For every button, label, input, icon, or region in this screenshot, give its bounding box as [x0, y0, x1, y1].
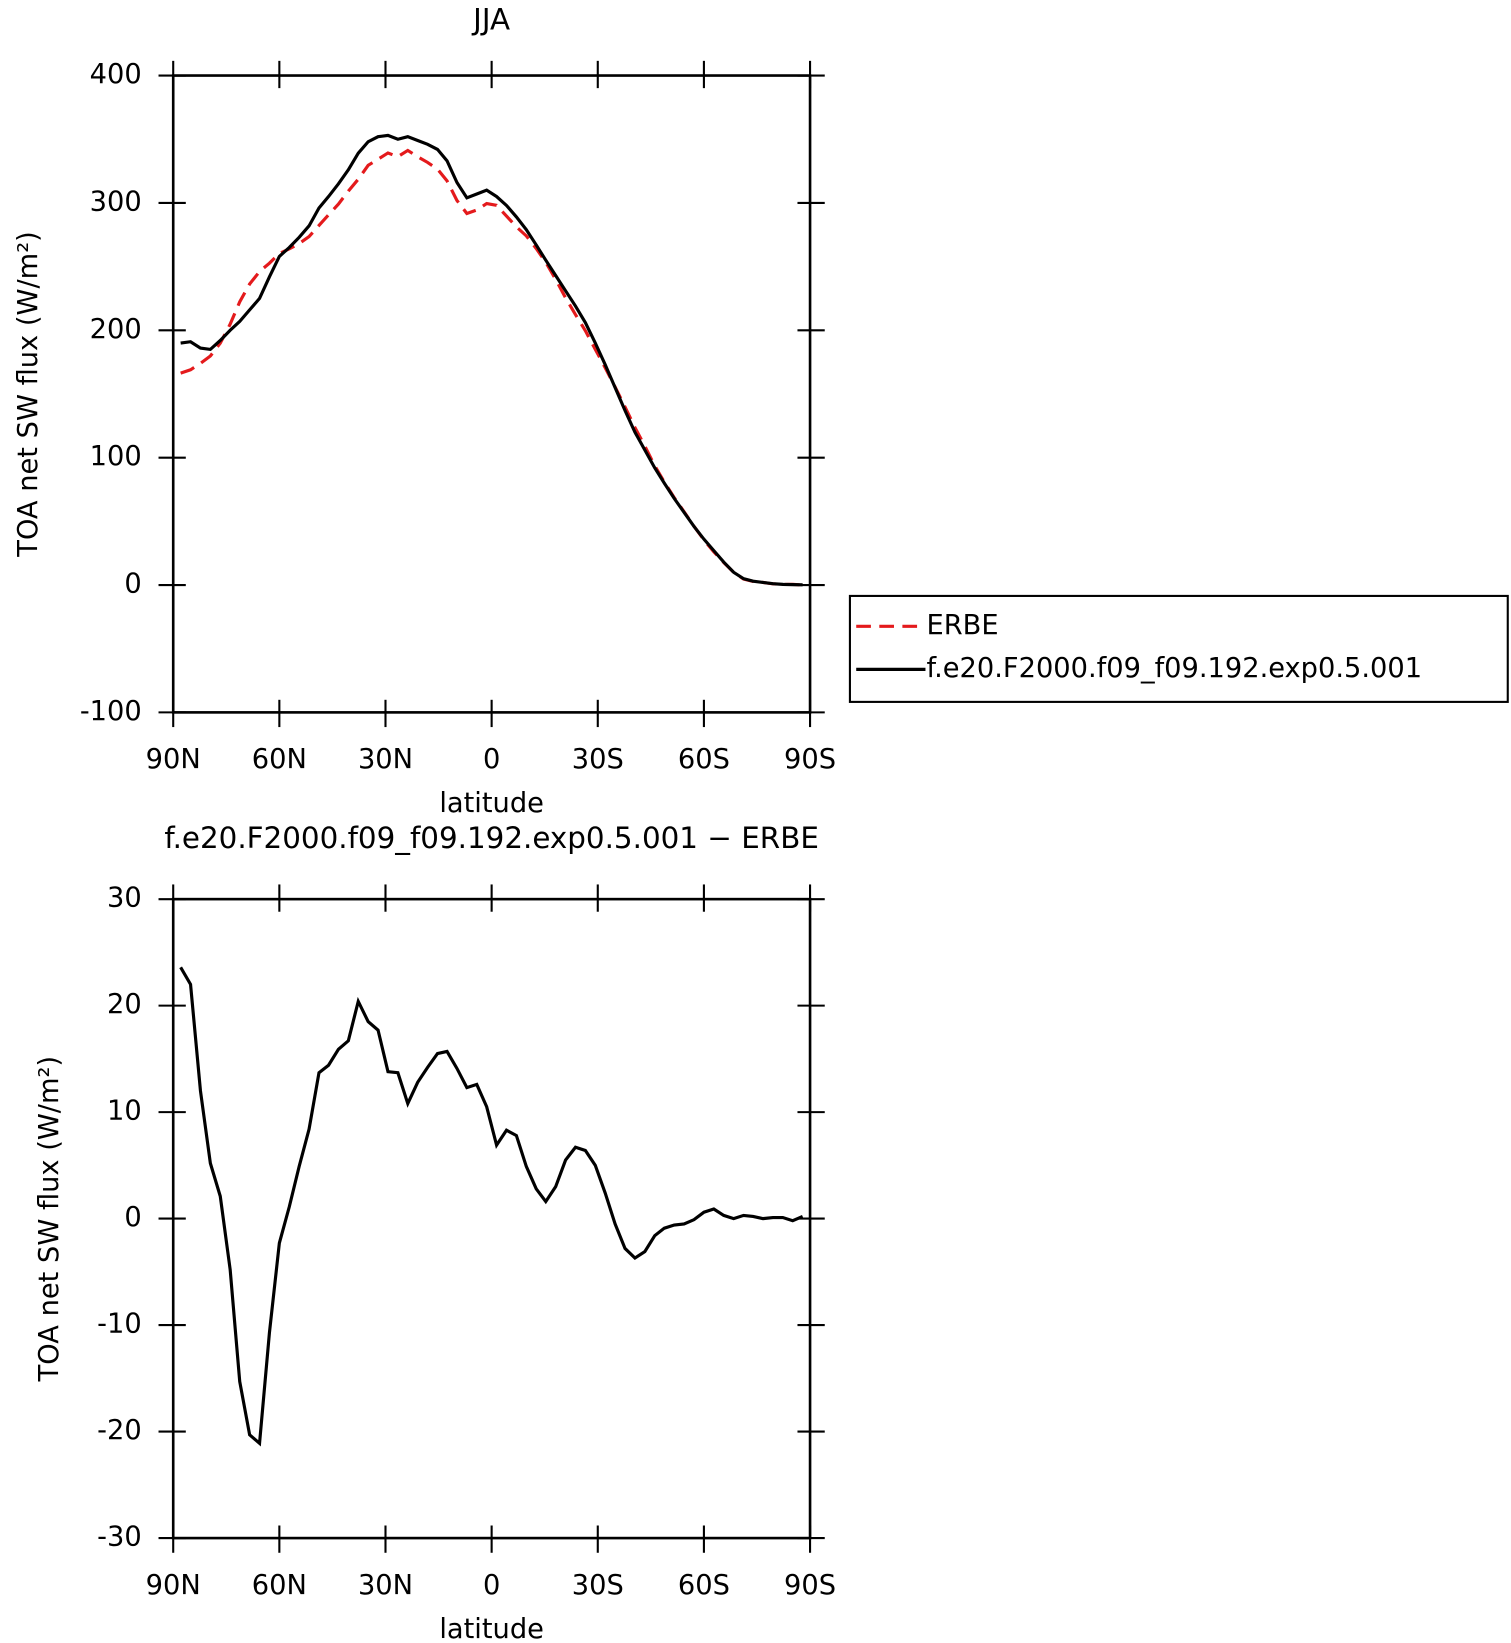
- y-tick-label: 0: [124, 569, 141, 600]
- x-tick-label: 30S: [572, 744, 624, 775]
- y-tick-label: 10: [107, 1096, 142, 1127]
- x-tick-label: 30N: [358, 1570, 413, 1601]
- y-tick-label: -30: [97, 1522, 142, 1553]
- x-tick-label: 30S: [572, 1570, 624, 1601]
- plot-frame: [171, 897, 812, 1540]
- y-tick-label: 400: [90, 59, 142, 90]
- legend-label: f.e20.F2000.f09_f09.192.exp0.5.001: [927, 653, 1423, 684]
- y-tick-label: -10: [97, 1309, 142, 1340]
- y-tick-label: 20: [107, 989, 142, 1020]
- y-tick-label: 200: [90, 314, 142, 345]
- y-tick-label: -20: [97, 1415, 142, 1446]
- x-tick-label: 60S: [678, 744, 730, 775]
- plot-frame: [171, 74, 812, 714]
- chart-title: JJA: [471, 2, 510, 36]
- x-tick-label: 60S: [678, 1570, 730, 1601]
- legend-box: [848, 594, 1509, 703]
- x-tick-label: 60N: [252, 744, 307, 775]
- y-tick-label: 300: [90, 186, 142, 217]
- x-tick-label: 90S: [784, 744, 836, 775]
- series-line: [180, 133, 803, 587]
- x-tick-label: 90S: [784, 1570, 836, 1601]
- series-line: [180, 148, 803, 587]
- x-tick-label: 0: [483, 744, 500, 775]
- x-axis-label: latitude: [439, 1614, 544, 1643]
- x-tick-label: 0: [483, 1570, 500, 1601]
- y-tick-label: -100: [80, 696, 142, 727]
- y-tick-label: 30: [107, 883, 142, 914]
- y-axis-label: TOA net SW flux (W/m²): [34, 1056, 65, 1382]
- series-line: [179, 966, 804, 1447]
- chart-title: f.e20.F2000.f09_f09.192.exp0.5.001 − ERB…: [164, 821, 819, 855]
- x-tick-label: 90N: [146, 744, 201, 775]
- x-tick-label: 30N: [358, 744, 413, 775]
- y-tick-label: 100: [90, 441, 142, 472]
- y-tick-label: 0: [124, 1202, 141, 1233]
- x-tick-label: 90N: [146, 1570, 201, 1601]
- legend-label: ERBE: [927, 610, 999, 641]
- x-tick-label: 60N: [252, 1570, 307, 1601]
- x-axis-label: latitude: [439, 788, 544, 819]
- y-axis-label: TOA net SW flux (W/m²): [13, 231, 44, 557]
